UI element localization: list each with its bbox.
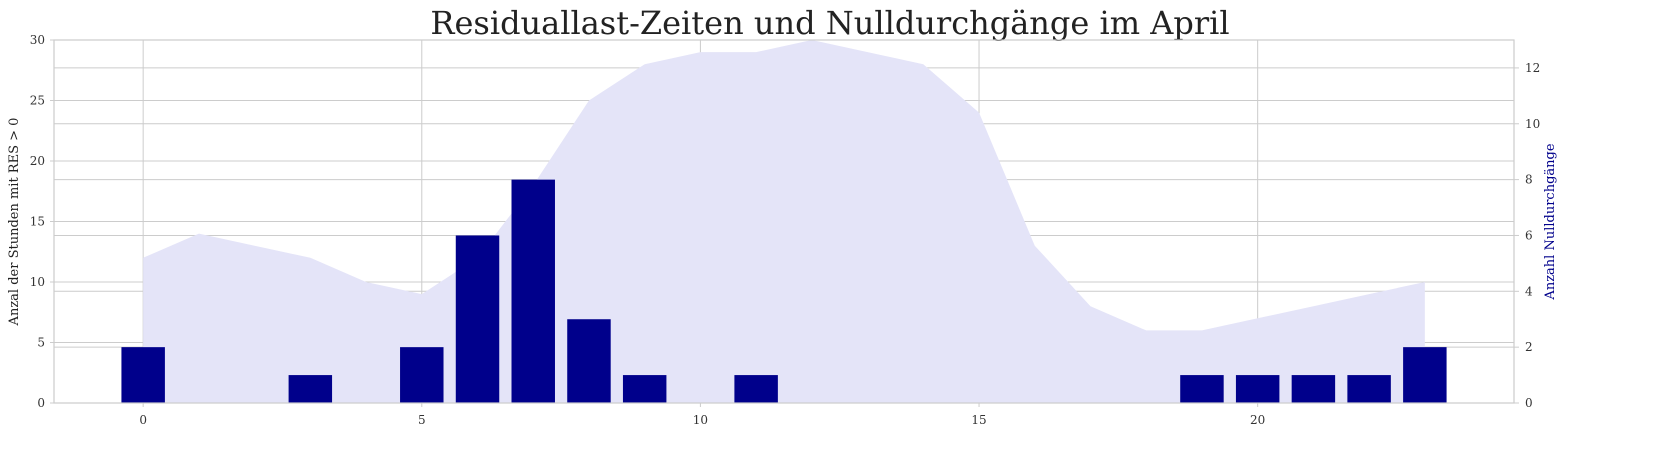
y-left-tick-label: 10 — [30, 275, 45, 289]
y-left-tick-label: 25 — [30, 94, 45, 108]
y-axis-left-label: Anzal der Stunden mit RES > 0 — [7, 118, 22, 327]
y-right-tick-label: 0 — [1525, 396, 1533, 410]
y-left-tick-label: 0 — [37, 396, 45, 410]
bar-zero-crossings — [1403, 347, 1447, 403]
y-left-tick-label: 5 — [37, 336, 45, 350]
x-tick-label: 20 — [1250, 413, 1265, 427]
x-tick-label: 0 — [139, 413, 147, 427]
bar-zero-crossings — [1347, 375, 1391, 403]
bar-zero-crossings — [455, 235, 500, 403]
bar-zero-crossings — [121, 347, 165, 403]
chart-title: Residuallast-Zeiten und Nulldurchgänge i… — [430, 4, 1229, 42]
y-left-tick-label: 30 — [30, 33, 45, 47]
bar-layer — [121, 179, 1447, 403]
bar-zero-crossings — [1180, 375, 1224, 403]
bar-zero-crossings — [1291, 375, 1336, 403]
y-left-tick-label: 15 — [30, 215, 45, 229]
y-right-tick-label: 4 — [1525, 284, 1533, 298]
x-tick-label: 15 — [971, 413, 986, 427]
y-left-tick-label: 20 — [30, 154, 45, 168]
x-tick-label: 10 — [693, 413, 708, 427]
bar-zero-crossings — [1235, 375, 1280, 403]
bar-zero-crossings — [400, 347, 444, 403]
bar-zero-crossings — [622, 375, 667, 403]
y-right-tick-label: 2 — [1525, 340, 1533, 354]
tick-layer: 0 5 10 15 20 0 5 10 15 20 25 30 0 2 4 6 8 10 12 — [30, 33, 1541, 427]
bar-zero-crossings — [567, 319, 611, 403]
y-right-tick-label: 6 — [1525, 228, 1533, 242]
x-tick-label: 5 — [418, 413, 426, 427]
bar-zero-crossings — [511, 179, 555, 403]
y-right-tick-label: 10 — [1525, 117, 1540, 131]
bar-zero-crossings — [288, 375, 333, 403]
bar-zero-crossings — [734, 375, 778, 403]
y-right-tick-label: 8 — [1525, 173, 1533, 187]
y-axis-right-label: Anzahl Nulldurchgänge — [1543, 143, 1558, 300]
y-right-tick-label: 12 — [1525, 61, 1540, 75]
